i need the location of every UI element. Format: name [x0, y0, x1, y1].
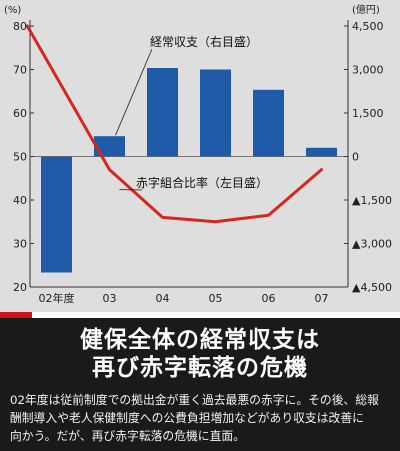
x-axis-category-label: 05 [209, 292, 223, 305]
x-axis-category-label: 02年度 [39, 291, 75, 305]
left-axis-tick-label: 70 [13, 64, 27, 77]
labels-group: 80 70 60 50 40 30 20 (%) 4,500 3,000 1,500 0 ▲1,500 ▲… [4, 3, 392, 305]
right-axis-tick-label: ▲4,500 [352, 281, 392, 294]
left-axis-tick-label: 60 [13, 107, 27, 120]
right-axis-tick-label: ▲1,500 [352, 194, 392, 207]
left-axis-tick-label: 80 [13, 20, 27, 33]
caption-body-line-1: 02年度は従前制度での拠出金が重く過去最悪の赤字に。その後、総報 [10, 393, 379, 407]
right-axis-tick-label: 0 [352, 151, 359, 164]
headline-line-2: 再び赤字転落の危機 [92, 354, 308, 381]
right-axis-tick-label: 1,500 [352, 107, 384, 120]
right-axis-tick-label: 4,500 [352, 20, 384, 33]
left-axis-unit-label: (%) [4, 5, 21, 16]
bar [41, 156, 72, 273]
bar [94, 136, 125, 157]
left-axis-tick-label: 50 [13, 151, 27, 164]
bar [253, 89, 284, 157]
caption-body-line-2: 酬制導入や老人保健制度への公費負担増加などがあり収支は改善に [10, 411, 364, 425]
caption-body-line-3: 向かう。だが、再び赤字転落の危機に直面。 [10, 429, 245, 443]
left-axis-tick-label: 30 [13, 238, 27, 251]
bar-series-group [41, 68, 337, 273]
bar [147, 68, 178, 157]
chart-area: 80 70 60 50 40 30 20 (%) 4,500 3,000 1,500 0 ▲1,500 ▲… [0, 0, 400, 312]
line-series-annotation: 赤字組合比率（左目盛） [136, 175, 268, 190]
right-axis-unit-label: (億円) [352, 3, 380, 16]
chart-svg: 80 70 60 50 40 30 20 (%) 4,500 3,000 1,500 0 ▲1,500 ▲… [4, 3, 392, 305]
caption-box: 健保全体の経常収支は 再び赤字転落の危機 02年度は従前制度での拠出金が重く過去… [0, 318, 400, 451]
right-axis-tick-label: 3,000 [352, 64, 384, 77]
accent-strip [0, 312, 32, 318]
x-axis-category-label: 06 [262, 292, 276, 305]
bar-series-leader-line [115, 48, 153, 136]
line-series-path [25, 24, 323, 224]
x-axis-category-label: 04 [156, 292, 170, 305]
x-axis-category-label: 07 [315, 292, 329, 305]
headline-line-1: 健保全体の経常収支は [80, 326, 320, 353]
bar-series-annotation: 経常収支（右目盛） [150, 34, 258, 49]
axes-group [29, 20, 349, 288]
x-axis-category-label: 03 [103, 292, 117, 305]
left-axis-tick-label: 40 [13, 194, 27, 207]
bar [200, 69, 231, 157]
left-axis-tick-label: 20 [13, 281, 27, 294]
bar [306, 147, 337, 157]
line-series-group [25, 24, 323, 224]
right-axis-tick-label: ▲3,000 [352, 238, 392, 251]
